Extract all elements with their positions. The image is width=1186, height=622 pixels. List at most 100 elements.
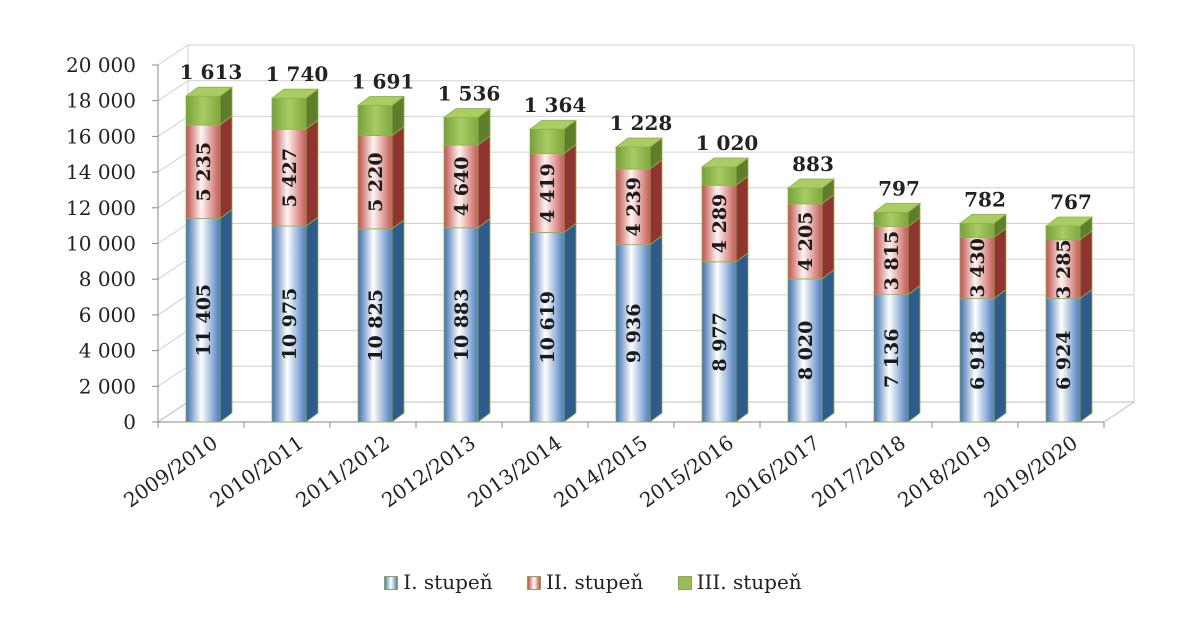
bar-front — [185, 124, 221, 219]
bar-side — [391, 218, 405, 423]
data-label-iii: 1 613 — [180, 60, 243, 84]
data-label: 3 285 — [1053, 239, 1075, 299]
bar-front — [701, 166, 737, 186]
bar-side — [305, 119, 319, 227]
gridline-side — [157, 365, 189, 387]
bar-segment-iii — [528, 119, 578, 155]
bar-front — [529, 153, 565, 233]
bar-side — [735, 251, 749, 423]
y-tick-label: 12 000 — [66, 196, 136, 220]
bar-top — [700, 157, 750, 168]
y-tick-label: 16 000 — [66, 124, 136, 148]
bar-top — [958, 213, 1008, 224]
y-tick-label: 2 000 — [79, 374, 136, 398]
gridline-side — [157, 115, 189, 137]
bar-front — [615, 146, 651, 170]
bar-side — [477, 217, 491, 423]
bar-front — [529, 232, 565, 423]
bar-side — [219, 208, 233, 423]
data-label: 4 289 — [709, 194, 731, 254]
bars — [184, 86, 1094, 423]
bar-front — [271, 97, 307, 130]
bar-segment-iii — [270, 88, 320, 131]
bar-front — [185, 95, 221, 126]
bar-segment-iii — [614, 137, 664, 170]
bar-front — [787, 187, 823, 205]
bar-side — [391, 125, 405, 230]
bar-front — [787, 203, 823, 280]
bar-top — [528, 119, 578, 130]
data-label: 3 815 — [881, 231, 903, 291]
x-tick-label: 2012/2013 — [377, 430, 480, 512]
legend-swatch-i — [384, 576, 399, 590]
legend-label-i: I. stupeň — [403, 570, 493, 594]
y-tick-label: 20 000 — [66, 53, 136, 77]
data-label: 10 883 — [451, 289, 473, 362]
data-label: 4 419 — [537, 163, 559, 223]
data-label: 10 825 — [365, 289, 387, 362]
data-label: 5 427 — [279, 148, 301, 208]
bar-side — [821, 269, 835, 423]
gridline-side — [157, 80, 189, 102]
bar-front — [357, 105, 393, 136]
legend-item-iii: III. stupeň — [677, 570, 802, 594]
bar-segment-ii — [270, 119, 320, 227]
data-label: 5 220 — [365, 152, 387, 212]
data-label: 7 136 — [881, 329, 903, 389]
bar-side — [477, 135, 491, 229]
bar-side — [907, 284, 921, 423]
bar-front — [529, 128, 565, 154]
data-label: 10 619 — [537, 291, 559, 364]
bar-top — [786, 178, 836, 189]
data-label-iii: 1 020 — [696, 131, 759, 155]
gridline-side — [157, 223, 189, 244]
bar-front — [357, 228, 393, 423]
x-tick-label: 2019/2020 — [979, 430, 1082, 512]
data-label: 4 239 — [623, 177, 645, 237]
bar-segment-iii — [872, 202, 922, 228]
data-label: 10 975 — [279, 288, 301, 361]
y-tick-label: 6 000 — [79, 303, 136, 327]
bar-side — [907, 216, 921, 296]
bar-segment-ii — [1044, 229, 1094, 300]
bar-front — [271, 128, 307, 227]
data-label: 11 405 — [193, 284, 215, 357]
bar-front — [443, 117, 479, 146]
bar-side — [735, 175, 749, 263]
bar-side — [993, 288, 1007, 423]
data-label: 3 430 — [967, 238, 989, 298]
legend-label-iii: III. stupeň — [696, 570, 802, 594]
gridline-side — [157, 151, 189, 173]
data-label-iii: 797 — [878, 176, 920, 200]
bar-side — [993, 227, 1007, 300]
bar-front — [271, 225, 307, 423]
bar-side — [1079, 229, 1093, 300]
y-tick-label: 18 000 — [66, 89, 136, 113]
data-label-iii: 767 — [1050, 190, 1092, 214]
y-tick-label: 10 000 — [66, 232, 136, 256]
bar-side — [305, 216, 319, 423]
gridline-side — [157, 330, 189, 352]
bar-segment-iii — [958, 213, 1008, 239]
bar-front — [1045, 239, 1081, 299]
data-label: 9 936 — [623, 304, 645, 364]
bar-segment-iii — [356, 95, 406, 137]
gridline-side — [157, 258, 189, 280]
bar-segment-ii — [528, 143, 578, 234]
bar-front — [1045, 298, 1081, 423]
bar-side — [649, 159, 663, 246]
bar-side — [219, 115, 233, 220]
bar-front — [959, 298, 995, 423]
bar-side — [649, 234, 663, 423]
bar-front — [701, 261, 737, 423]
stacked-bar-chart: 0 2 000 4 000 6 000 8 000 10 000 12 000 14 000 1… — [66, 44, 1136, 512]
bar-segment-iii — [1044, 216, 1094, 241]
data-label: 6 918 — [967, 331, 989, 391]
bar-front — [959, 236, 995, 299]
data-label: 4 205 — [795, 212, 817, 271]
data-label: 6 924 — [1053, 330, 1075, 390]
data-label-iii: 1 364 — [524, 93, 587, 117]
gridline-side — [157, 294, 189, 316]
bar-front — [873, 211, 909, 227]
legend-label-ii: II. stupeň — [545, 570, 644, 594]
